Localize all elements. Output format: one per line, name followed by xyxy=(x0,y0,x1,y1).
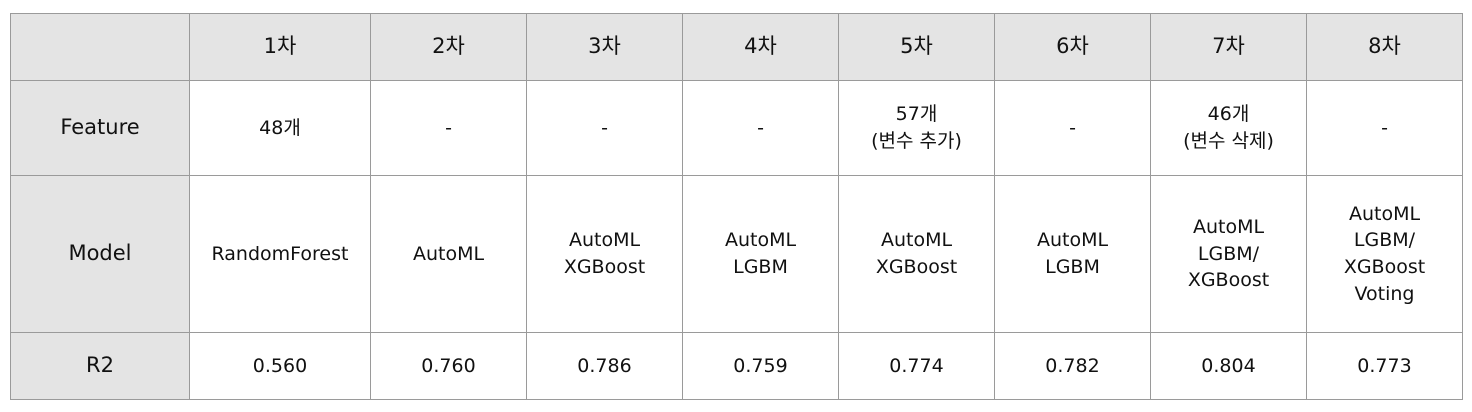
model-cell-text: AutoML xyxy=(1192,216,1265,239)
model-cell-3: AutoML XGBoost xyxy=(526,175,683,333)
r2-cell-5: 0.774 xyxy=(838,332,995,400)
feature-cell-6: - xyxy=(994,80,1151,176)
model-cell-text: AutoML xyxy=(568,229,641,252)
feature-cell-text: 46개 xyxy=(1207,103,1250,126)
feature-cell-1: 48개 xyxy=(189,80,371,176)
model-cell-text: LGBM xyxy=(733,256,788,278)
model-cell-5: AutoML XGBoost xyxy=(838,175,995,333)
feature-cell-text: 57개 xyxy=(895,103,938,126)
column-header-4: 4차 xyxy=(682,13,839,81)
r2-row-label: R2 xyxy=(10,332,190,400)
model-cell-text: AutoML xyxy=(724,229,797,252)
model-cell-text: LGBM/ xyxy=(1353,229,1416,252)
column-header-7: 7차 xyxy=(1150,13,1307,81)
model-cell-8: AutoML LGBM/ XGBoost Voting xyxy=(1306,175,1463,333)
feature-cell-text: - xyxy=(1069,116,1076,139)
model-cell-text: Voting xyxy=(1354,282,1415,305)
corner-cell xyxy=(10,13,190,81)
r2-cell-2: 0.760 xyxy=(370,332,527,400)
feature-cell-5: 57개 (변수 추가) xyxy=(838,80,995,176)
feature-cell-text: - xyxy=(601,116,608,139)
column-header-1: 1차 xyxy=(189,13,371,81)
r2-cell-7: 0.804 xyxy=(1150,332,1307,400)
model-cell-text: XGBoost xyxy=(875,256,958,278)
model-cell-6: AutoML LGBM xyxy=(994,175,1151,333)
r2-cell-6: 0.782 xyxy=(994,332,1151,400)
model-cell-2: AutoML xyxy=(370,175,527,333)
model-cell-text: XGBoost xyxy=(563,256,646,278)
model-cell-4: AutoML LGBM xyxy=(682,175,839,333)
header-row: 1차 2차 3차 4차 5차 6차 7차 8차 xyxy=(10,13,1463,81)
feature-cell-text: - xyxy=(445,116,452,139)
column-header-5: 5차 xyxy=(838,13,995,81)
feature-cell-text: - xyxy=(757,116,764,139)
feature-cell-7: 46개 (변수 삭제) xyxy=(1150,80,1307,176)
column-header-3: 3차 xyxy=(526,13,683,81)
feature-cell-text: 48개 xyxy=(259,116,301,139)
model-cell-text: XGBoost xyxy=(1343,256,1426,278)
column-header-6: 6차 xyxy=(994,13,1151,81)
results-table: 1차 2차 3차 4차 5차 6차 7차 8차 Feature 48개 - - … xyxy=(10,13,1463,400)
column-header-8: 8차 xyxy=(1306,13,1463,81)
model-cell-text: AutoML xyxy=(1348,202,1421,225)
feature-row: Feature 48개 - - - 57개 (변수 추가) - 46개 (변수 … xyxy=(10,80,1463,176)
model-cell-text: LGBM xyxy=(1045,256,1100,278)
r2-cell-3: 0.786 xyxy=(526,332,683,400)
model-cell-7: AutoML LGBM/ XGBoost xyxy=(1150,175,1307,333)
feature-cell-2: - xyxy=(370,80,527,176)
column-header-2: 2차 xyxy=(370,13,527,81)
feature-cell-note: (변수 삭제) xyxy=(1183,130,1274,152)
results-table-container: 1차 2차 3차 4차 5차 6차 7차 8차 Feature 48개 - - … xyxy=(10,13,1463,400)
model-cell-text: AutoML xyxy=(880,229,953,252)
r2-cell-8: 0.773 xyxy=(1306,332,1463,400)
feature-cell-4: - xyxy=(682,80,839,176)
feature-cell-note: (변수 추가) xyxy=(871,130,962,152)
model-row-label: Model xyxy=(10,175,190,333)
model-cell-text: AutoML xyxy=(1036,229,1109,252)
model-cell-1: RandomForest xyxy=(189,175,371,333)
r2-cell-1: 0.560 xyxy=(189,332,371,400)
r2-row: R2 0.560 0.760 0.786 0.759 0.774 0.782 0… xyxy=(10,332,1463,400)
model-cell-text: XGBoost xyxy=(1187,269,1270,292)
model-row: Model RandomForest AutoML AutoML XGBoost… xyxy=(10,175,1463,333)
r2-cell-4: 0.759 xyxy=(682,332,839,400)
model-cell-text: AutoML xyxy=(412,242,485,265)
feature-cell-text: - xyxy=(1381,116,1388,139)
model-cell-text: LGBM/ xyxy=(1197,242,1260,265)
feature-cell-8: - xyxy=(1306,80,1463,176)
feature-row-label: Feature xyxy=(10,80,190,176)
feature-cell-3: - xyxy=(526,80,683,176)
model-cell-text: RandomForest xyxy=(211,242,349,265)
